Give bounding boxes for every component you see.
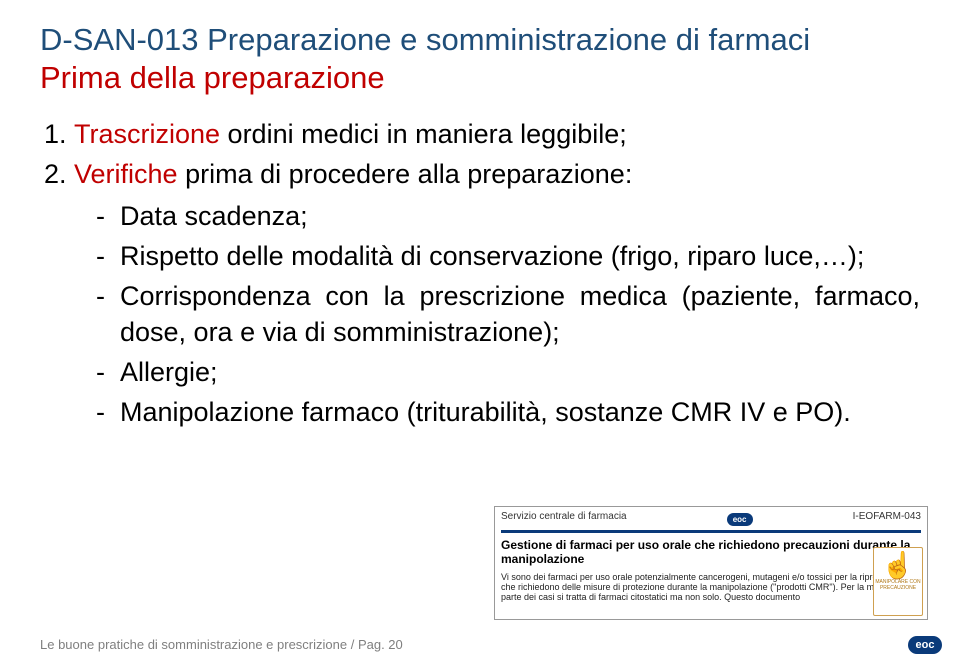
hand-warning-box: ☝ MANIPOLARE CON PRECAUZIONE [873,547,923,616]
snippet-title: Gestione di farmaci per uso orale che ri… [501,539,921,567]
slide-body: Trascrizione ordini medici in maniera le… [40,117,920,430]
sub-list-item: Manipolazione farmaco (triturabilità, so… [74,395,920,431]
sub-list-item: Corrispondenza con la prescrizione medic… [74,279,920,351]
item-rest: ordini medici in maniera leggibile; [220,119,627,149]
eoc-logo: eoc [908,636,942,654]
sub-list: Data scadenza; Rispetto delle modalità d… [74,199,920,430]
snippet-eoc-pill: eoc [727,513,753,526]
snippet-body: Gestione di farmaci per uso orale che ri… [495,533,927,603]
sub-list-item: Rispetto delle modalità di conservazione… [74,239,920,275]
hand-icon: ☝ [882,552,914,578]
slide-title-line1: D-SAN-013 Preparazione e somministrazion… [40,22,920,58]
snippet-code: I-EOFARM-043 [853,511,921,522]
slide: D-SAN-013 Preparazione e somministrazion… [0,0,960,666]
list-item: Verifiche prima di procedere alla prepar… [74,157,920,430]
ordered-list: Trascrizione ordini medici in maniera le… [40,117,920,430]
item-lead: Trascrizione [74,119,220,149]
item-lead: Verifiche [74,159,178,189]
hand-label: MANIPOLARE CON PRECAUZIONE [874,580,922,591]
snippet-service: Servizio centrale di farmacia [501,511,627,522]
sub-list-item: Allergie; [74,355,920,391]
list-item: Trascrizione ordini medici in maniera le… [74,117,920,153]
document-snippet: Servizio centrale di farmacia eoc I-EOFA… [494,506,928,620]
snippet-header: Servizio centrale di farmacia eoc I-EOFA… [495,507,927,526]
item-rest: prima di procedere alla preparazione: [178,159,633,189]
snippet-text: Vi sono dei farmaci per uso orale potenz… [501,572,921,603]
sub-list-item: Data scadenza; [74,199,920,235]
slide-footer: Le buone pratiche di somministrazione e … [40,637,403,652]
slide-title-line2: Prima della preparazione [40,60,920,96]
